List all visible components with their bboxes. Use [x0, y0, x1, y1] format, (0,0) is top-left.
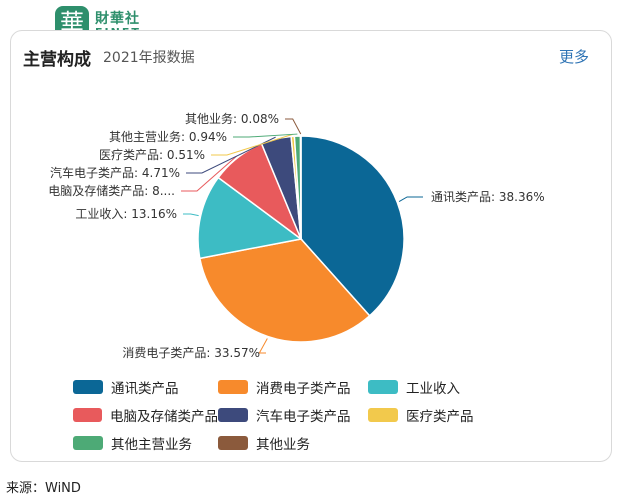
chart-title: 主营构成	[23, 50, 91, 70]
legend-swatch	[73, 435, 103, 450]
legend-swatch	[218, 407, 248, 422]
legend-item-4[interactable]: 汽车电子类产品	[218, 405, 368, 425]
legend-item-3[interactable]: 电脑及存储类产品	[73, 405, 218, 425]
pie-chart: 通讯类产品: 38.36% 消费电子类产品: 33.57% 工业收入: 13.16%…	[48, 111, 545, 360]
data-label-6: 其他主营业务: 0.94%	[109, 129, 227, 144]
chart-subtitle: 2021年报数据	[103, 50, 195, 66]
chart-legend: 通讯类产品 消费电子类产品 工业收入电脑及存储类产品 汽车电子类产品 医疗类产品其他主营…	[73, 377, 593, 453]
legend-swatch	[368, 407, 398, 422]
chart-card: 主营构成 2021年报数据 更多 通讯类产品: 38.36% 消费电子类产品: 3…	[10, 30, 612, 462]
legend-label: 工业收入	[406, 380, 460, 397]
legend-label: 消费电子类产品	[256, 380, 351, 397]
legend-label: 其他主营业务	[111, 436, 192, 453]
leader-line-0	[398, 196, 423, 202]
legend-swatch	[368, 379, 398, 394]
legend-swatch	[218, 379, 248, 394]
legend-label: 其他业务	[256, 436, 310, 453]
more-link[interactable]: 更多	[558, 48, 589, 66]
leader-line-2	[183, 213, 199, 217]
leader-line-7	[285, 118, 302, 135]
legend-item-0[interactable]: 通讯类产品	[73, 377, 218, 397]
data-label-1: 消费电子类产品: 33.57%	[122, 346, 260, 360]
legend-item-1[interactable]: 消费电子类产品	[218, 377, 368, 397]
legend-label: 通讯类产品	[111, 380, 179, 397]
data-label-5: 医疗类产品: 0.51%	[99, 148, 205, 162]
legend-item-7[interactable]: 其他业务	[218, 433, 368, 453]
leader-line-1	[258, 338, 268, 354]
legend-item-6[interactable]: 其他主营业务	[73, 433, 218, 453]
leader-line-6	[233, 133, 298, 138]
leader-line-4	[186, 136, 276, 174]
data-label-7: 其他业务: 0.08%	[185, 111, 279, 126]
leader-line-3	[181, 155, 237, 192]
legend-swatch	[73, 407, 102, 422]
pie-slice-1	[198, 238, 371, 343]
legend-item-5[interactable]: 医疗类产品	[368, 405, 518, 425]
card-header: 主营构成 2021年报数据 更多	[23, 45, 593, 71]
legend-label: 汽车电子类产品	[256, 408, 351, 425]
pie-slice-2	[197, 176, 303, 260]
leader-line-5	[211, 133, 293, 156]
legend-label: 电脑及存储类产品	[110, 408, 218, 425]
data-label-0: 通讯类产品: 38.36%	[431, 190, 545, 204]
pie-slice-7	[299, 135, 302, 240]
legend-item-2[interactable]: 工业收入	[368, 377, 518, 397]
data-label-4: 汽车电子类产品: 4.71%	[50, 165, 180, 180]
legend-swatch	[73, 379, 103, 394]
logo-chinese-text: 財華社	[95, 11, 140, 27]
pie-slice-0	[300, 135, 405, 317]
data-label-3: 电脑及存储类产品: 8....	[48, 183, 175, 198]
source-note: 来源：WiND	[6, 481, 81, 496]
legend-swatch	[218, 435, 248, 450]
finet-logo: 華 財華社 FINET	[55, 6, 175, 42]
data-label-2: 工业收入: 13.16%	[75, 207, 177, 221]
legend-label: 医疗类产品	[406, 408, 474, 425]
